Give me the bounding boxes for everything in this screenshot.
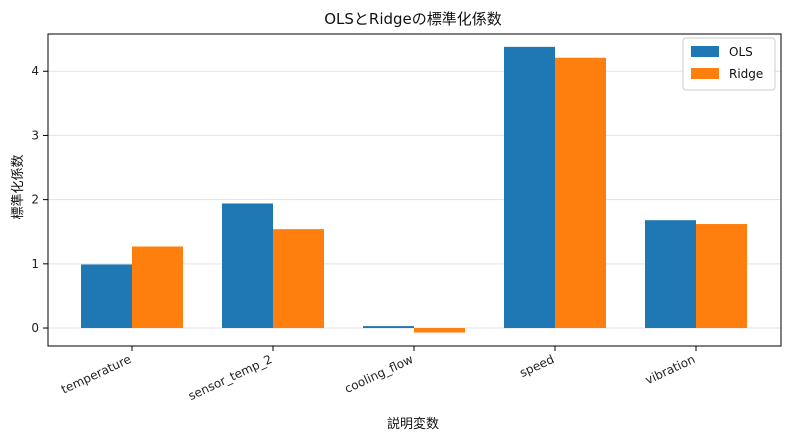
bar-ols-temperature [81,264,132,329]
legend-swatch-ridge [691,68,719,79]
legend-swatch-ols [691,46,719,57]
x-tick-label: vibration [643,352,697,387]
legend-label-ridge: Ridge [729,67,763,81]
y-axis: 0 1 2 3 4 [31,64,48,335]
y-axis-label: 標準化係数 [10,154,26,219]
legend: OLS Ridge [682,37,776,91]
bar-ols-cooling_flow [363,326,414,329]
bar-ridge-sensor_temp_2 [273,229,324,329]
bar-ols-vibration [645,220,696,329]
x-tick-label: speed [517,352,556,380]
y-tick-label: 0 [31,321,39,335]
bar-ols-speed [504,46,555,329]
y-tick-label: 3 [31,128,39,142]
bars [81,46,747,333]
x-axis-label: 説明変数 [387,416,439,432]
bar-ridge-speed [555,57,606,329]
x-tick-label: temperature [59,352,133,397]
bar-ols-sensor_temp_2 [222,203,273,329]
x-tick-label: sensor_temp_2 [186,352,274,403]
chart-title: OLSとRidgeの標準化係数 [324,10,502,28]
legend-label-ols: OLS [729,45,753,59]
bar-ridge-cooling_flow [414,328,465,333]
x-axis: temperature sensor_temp_2 cooling_flow spee… [59,346,697,403]
y-tick-label: 2 [31,193,39,207]
bar-ridge-vibration [696,224,747,329]
x-tick-label: cooling_flow [342,352,415,396]
y-tick-label: 1 [31,257,39,271]
y-tick-label: 4 [31,64,39,78]
bar-ridge-temperature [132,246,183,329]
